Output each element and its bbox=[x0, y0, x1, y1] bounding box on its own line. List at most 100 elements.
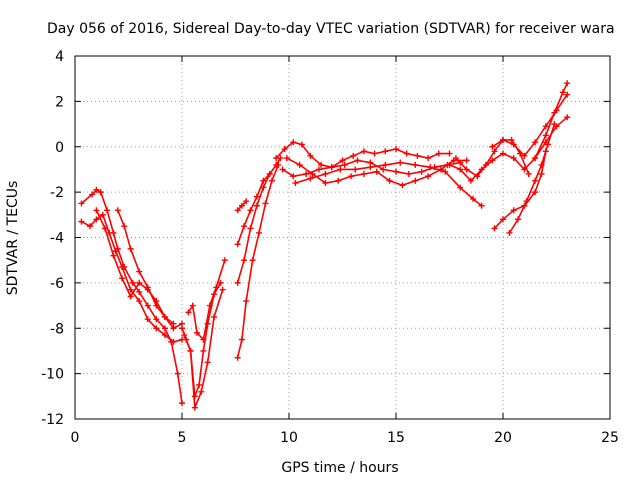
data-point bbox=[414, 152, 421, 159]
data-point bbox=[564, 80, 571, 87]
data-point bbox=[174, 370, 181, 377]
y-tick-label: -6 bbox=[50, 276, 64, 292]
data-point bbox=[170, 338, 177, 345]
data-point bbox=[241, 223, 248, 230]
data-point bbox=[93, 186, 100, 193]
data-point bbox=[136, 279, 143, 286]
data-point bbox=[452, 155, 459, 162]
data-point bbox=[328, 164, 335, 171]
series-pass-r bbox=[532, 80, 571, 162]
data-point bbox=[121, 223, 128, 230]
data-point bbox=[551, 121, 558, 128]
data-point bbox=[412, 161, 419, 168]
data-point bbox=[463, 157, 470, 164]
data-point bbox=[279, 166, 286, 173]
y-tick-label: -4 bbox=[50, 231, 64, 247]
data-point bbox=[253, 193, 260, 200]
y-tick-label: 2 bbox=[55, 94, 64, 110]
series-line bbox=[236, 164, 280, 358]
data-point bbox=[78, 200, 85, 207]
data-point bbox=[266, 170, 273, 177]
data-point bbox=[161, 313, 168, 320]
data-point bbox=[506, 229, 513, 236]
data-point bbox=[243, 198, 250, 205]
data-point bbox=[442, 168, 449, 175]
data-point bbox=[97, 189, 104, 196]
data-point bbox=[532, 155, 539, 162]
data-point bbox=[296, 161, 303, 168]
data-point bbox=[315, 166, 322, 173]
data-point bbox=[200, 336, 207, 343]
data-point bbox=[241, 257, 248, 264]
data-point bbox=[348, 173, 355, 180]
data-point bbox=[354, 157, 361, 164]
data-point bbox=[510, 207, 517, 214]
data-point bbox=[551, 109, 558, 116]
data-point bbox=[234, 279, 241, 286]
data-point bbox=[281, 146, 288, 153]
data-point bbox=[86, 223, 93, 230]
data-point bbox=[249, 257, 256, 264]
data-point bbox=[489, 143, 496, 150]
data-point bbox=[564, 91, 571, 98]
data-point bbox=[268, 177, 275, 184]
data-point bbox=[213, 284, 220, 291]
data-point bbox=[119, 275, 126, 282]
x-tick-label: 20 bbox=[494, 430, 512, 446]
data-point bbox=[273, 161, 280, 168]
data-point bbox=[211, 313, 218, 320]
data-point bbox=[457, 184, 464, 191]
data-point bbox=[386, 177, 393, 184]
data-point bbox=[339, 157, 346, 164]
data-point bbox=[101, 225, 108, 232]
data-point bbox=[144, 302, 151, 309]
data-point bbox=[517, 150, 524, 157]
data-point bbox=[393, 168, 399, 175]
data-point bbox=[114, 207, 121, 214]
data-point bbox=[238, 336, 245, 343]
series-pass-h bbox=[234, 161, 282, 361]
x-tick-label: 15 bbox=[387, 430, 405, 446]
series-pass-s bbox=[452, 136, 532, 180]
data-point bbox=[309, 170, 316, 177]
series-pass-b bbox=[78, 211, 185, 345]
x-tick-label: 5 bbox=[178, 430, 187, 446]
data-point bbox=[514, 216, 521, 223]
series-line bbox=[236, 157, 282, 284]
data-point bbox=[393, 146, 399, 153]
data-point bbox=[179, 325, 185, 332]
data-point bbox=[360, 170, 367, 177]
data-point bbox=[380, 166, 387, 173]
data-point bbox=[196, 381, 203, 388]
data-point bbox=[403, 150, 410, 157]
data-point bbox=[243, 298, 250, 305]
data-point bbox=[538, 170, 545, 177]
series-pass-f bbox=[185, 257, 228, 343]
data-point bbox=[290, 139, 297, 146]
data-point bbox=[153, 302, 160, 309]
data-point bbox=[467, 177, 474, 184]
data-point bbox=[532, 177, 539, 184]
series-line bbox=[295, 161, 483, 207]
y-tick-label: 4 bbox=[55, 49, 64, 65]
data-point bbox=[119, 263, 126, 270]
data-point bbox=[491, 148, 498, 155]
x-tick-label: 0 bbox=[71, 430, 80, 446]
data-point bbox=[521, 152, 528, 159]
data-point bbox=[110, 252, 117, 259]
data-point bbox=[350, 152, 357, 159]
series-pass-l bbox=[273, 139, 453, 171]
data-point bbox=[335, 177, 342, 184]
data-point bbox=[457, 166, 464, 173]
data-point bbox=[112, 248, 119, 255]
data-point bbox=[470, 195, 477, 202]
data-point bbox=[418, 168, 425, 175]
data-point bbox=[93, 216, 100, 223]
data-point bbox=[181, 332, 188, 339]
series-pass-i bbox=[234, 155, 284, 286]
data-point bbox=[489, 157, 496, 164]
data-point bbox=[463, 166, 470, 173]
series-line bbox=[117, 210, 174, 325]
data-point bbox=[193, 329, 200, 336]
